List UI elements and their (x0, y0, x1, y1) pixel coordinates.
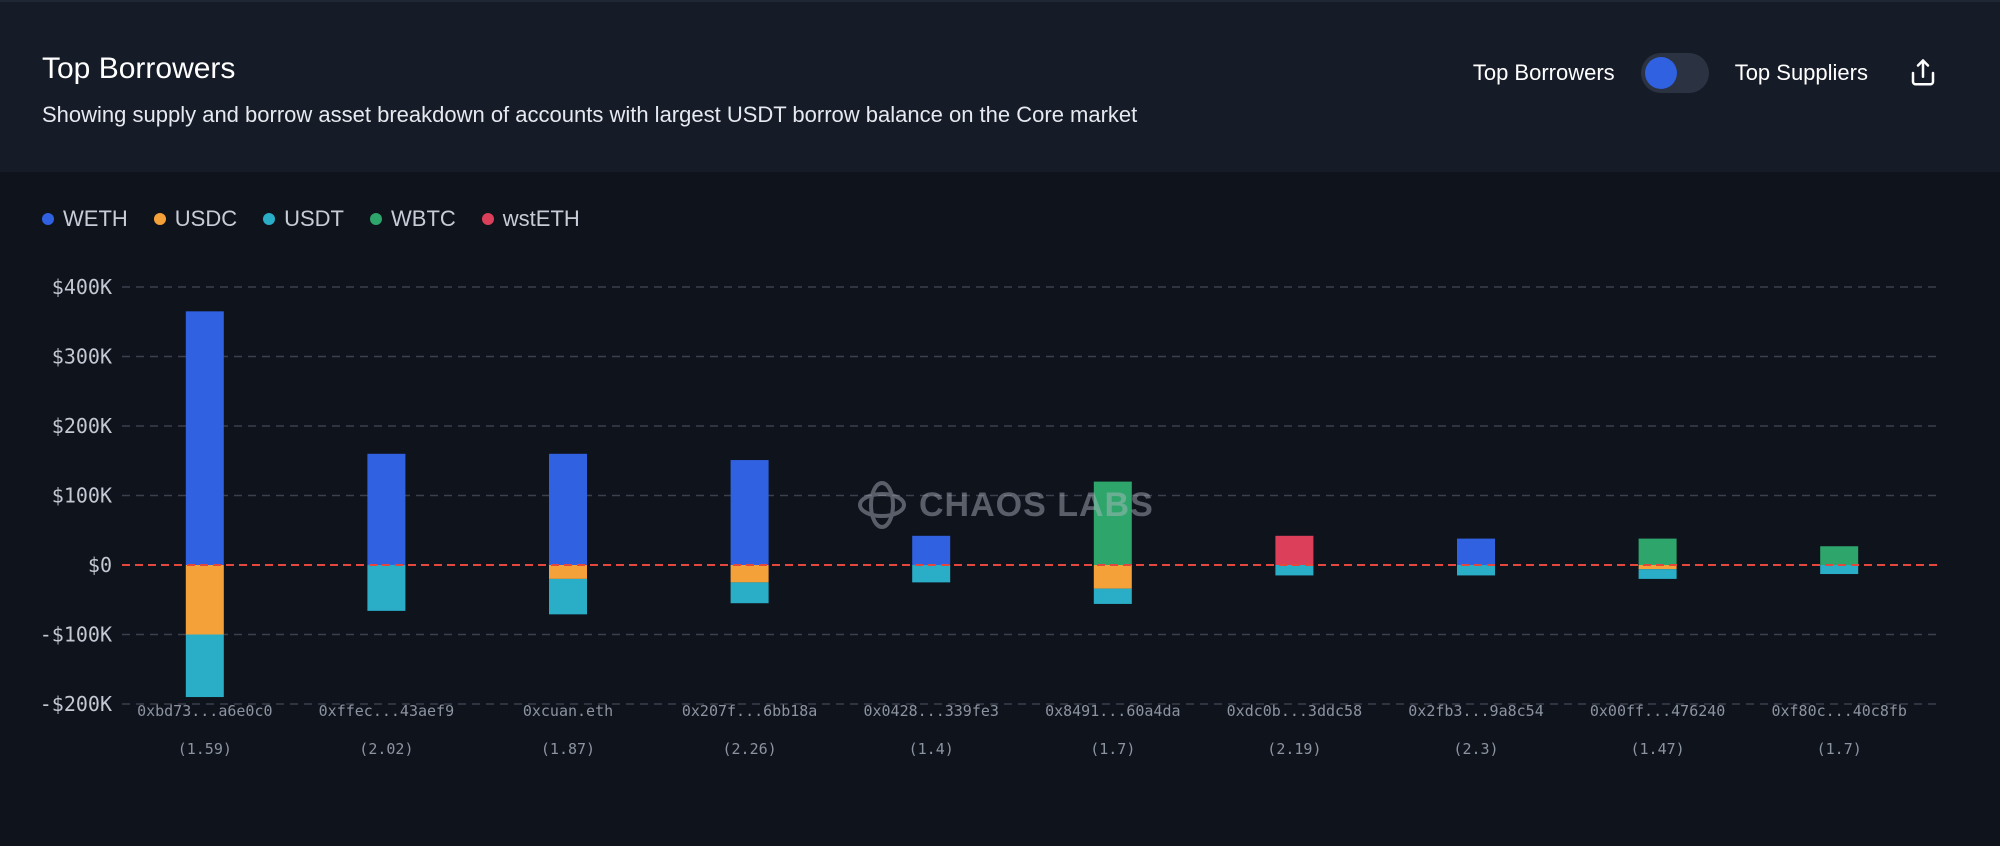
toggle-label-top-borrowers[interactable]: Top Borrowers (1472, 60, 1615, 85)
bar-segment-usdt[interactable] (549, 578, 587, 615)
bar-segment-wbtc[interactable] (1638, 538, 1677, 565)
bar-segment-usdt[interactable] (1638, 569, 1677, 579)
bar-segment-usdt[interactable] (730, 582, 769, 604)
x-tick-label: 0xdc0b...3ddc58 (1227, 702, 1362, 720)
view-toggle-group: Top Borrowers Top Suppliers (1473, 52, 1940, 94)
legend-item-usdc[interactable]: USDC (153, 206, 238, 232)
legend-label: USDT (284, 206, 344, 231)
bar-segment-wsteth[interactable] (1275, 535, 1314, 565)
page-subtitle: Showing supply and borrow asset breakdow… (42, 102, 1138, 127)
bar-segment-usdt[interactable] (1457, 565, 1495, 576)
export-button[interactable] (1906, 56, 1940, 90)
bar-segment-weth[interactable] (730, 460, 769, 565)
legend-label: WBTC (391, 206, 456, 231)
bar-segment-usdt[interactable] (912, 565, 951, 583)
bar-segment-usdc[interactable] (549, 565, 587, 579)
legend-item-usdt[interactable]: USDT (263, 206, 344, 232)
x-tick-label: 0x0428...339fe3 (863, 702, 998, 720)
health-factor-label: (2.3) (1453, 740, 1498, 758)
chaos-labs-logo-icon (858, 481, 906, 529)
x-tick-label: 0x2fb3...9a8c54 (1408, 702, 1543, 720)
bar-segment-usdc[interactable] (730, 565, 769, 583)
bar-segment-usdt[interactable] (185, 634, 224, 698)
watermark-text: CHAOS LABS (919, 485, 1154, 524)
borrowers-suppliers-toggle[interactable] (1640, 53, 1709, 93)
share-export-icon (1911, 59, 1935, 86)
health-factor-label: (2.19) (1267, 740, 1321, 758)
bar-segment-weth[interactable] (912, 535, 951, 565)
x-tick-label: 0xffec...43aef9 (319, 702, 454, 720)
legend-dot (42, 213, 54, 225)
y-tick-label: $200K (52, 414, 112, 438)
bar-segment-weth[interactable] (367, 453, 406, 565)
x-tick-label: 0x8491...60a4da (1045, 702, 1180, 720)
legend-dot (481, 213, 494, 225)
bar-segment-usdt[interactable] (1820, 565, 1859, 575)
bar-segment-weth[interactable] (549, 453, 587, 565)
health-factor-label: (1.87) (541, 740, 595, 758)
chart-header: Top Borrowers Showing supply and borrow … (0, 0, 2000, 172)
legend-label: WETH (63, 206, 128, 231)
y-tick-label: $300K (52, 345, 112, 369)
legend-item-wbtc[interactable]: WBTC (370, 206, 456, 232)
legend-item-wsteth[interactable]: wstETH (481, 206, 580, 232)
bar-segment-usdt[interactable] (1275, 565, 1314, 576)
x-tick-label: 0x207f...6bb18a (682, 702, 817, 720)
page-title: Top Borrowers (42, 52, 236, 85)
bar-segment-weth[interactable] (1457, 538, 1495, 565)
chart-legend: WETH USDC USDT WBTC wstETH (42, 206, 580, 232)
health-factor-label: (1.7) (1090, 740, 1135, 758)
bar-segment-usdt[interactable] (367, 565, 406, 611)
legend-dot (263, 213, 276, 225)
bar-segment-usdc[interactable] (1093, 565, 1132, 589)
toggle-label-top-suppliers[interactable]: Top Suppliers (1734, 60, 1868, 85)
legend-label: USDC (174, 206, 238, 231)
health-factor-label: (1.7) (1817, 740, 1862, 758)
health-factor-label: (1.59) (178, 740, 232, 758)
legend-dot (370, 213, 382, 225)
health-factor-label: (2.02) (359, 740, 413, 758)
health-factor-label: (1.4) (909, 740, 954, 758)
x-tick-label: 0xbd73...a6e0c0 (137, 702, 272, 720)
bar-segment-wbtc[interactable] (1093, 481, 1132, 565)
y-tick-label: -$100K (40, 623, 112, 647)
health-factor-label: (2.26) (723, 740, 777, 758)
watermark: CHAOS LABS (855, 478, 1154, 532)
bar-segment-usdc[interactable] (1638, 565, 1677, 570)
bar-segment-usdc[interactable] (185, 565, 224, 635)
health-factor-label: (1.47) (1631, 740, 1685, 758)
bar-segment-wbtc[interactable] (1820, 546, 1859, 565)
y-tick-label: $100K (52, 484, 112, 508)
y-tick-label: -$200K (40, 692, 112, 716)
legend-item-weth[interactable]: WETH (42, 206, 128, 232)
y-tick-label: $400K (52, 275, 112, 299)
x-tick-label: 0xcuan.eth (523, 702, 613, 720)
bar-segment-weth[interactable] (185, 311, 224, 565)
legend-dot (153, 213, 166, 225)
y-tick-label: $0 (88, 553, 112, 577)
legend-label: wstETH (502, 206, 580, 231)
toggle-knob (1644, 57, 1677, 89)
x-tick-label: 0xf80c...40c8fb (1771, 702, 1906, 720)
x-tick-label: 0x00ff...476240 (1590, 702, 1725, 720)
bar-segment-usdt[interactable] (1093, 588, 1132, 604)
